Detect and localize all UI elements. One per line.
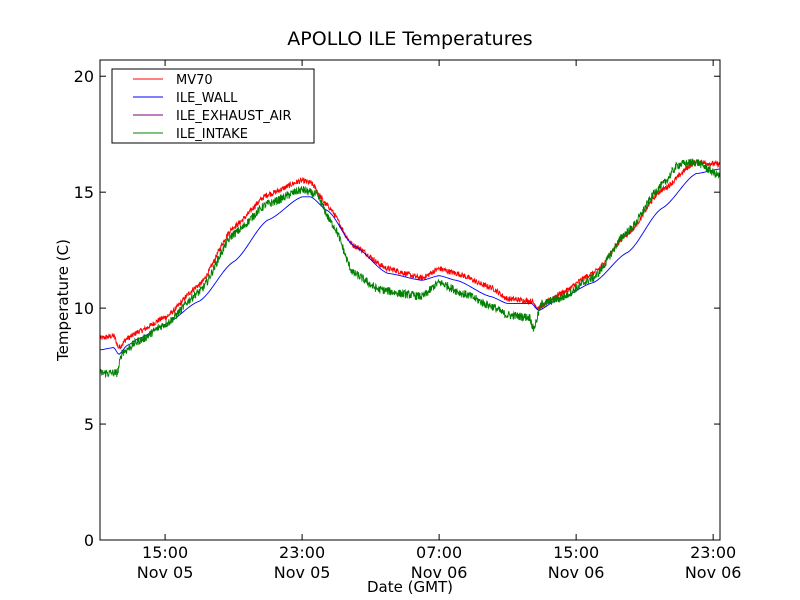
legend-label-ile-intake: ILE_INTAKE [176, 127, 248, 142]
series-layer [100, 157, 720, 379]
x-axis-label: Date (GMT) [367, 578, 453, 596]
x-tick-label-time: 23:00 [690, 543, 736, 562]
x-tick-label-date: Nov 06 [685, 563, 742, 582]
legend: MV70 ILE_WALL ILE_EXHAUST_AIR ILE_INTAKE [111, 68, 315, 144]
y-tick-label: 5 [84, 415, 94, 434]
legend-box [111, 68, 315, 144]
series-line-ile-wall [100, 168, 720, 355]
x-tick-label-time: 23:00 [279, 543, 325, 562]
x-tick-label-time: 15:00 [142, 543, 188, 562]
x-tick-label-date: Nov 06 [411, 563, 468, 582]
y-axis-label: Temperature (C) [54, 239, 72, 362]
y-tick-label: 10 [74, 299, 94, 318]
x-tick-label-date: Nov 05 [274, 563, 331, 582]
legend-label-ile-wall: ILE_WALL [176, 91, 238, 106]
legend-label-ile-exhaust-air: ILE_EXHAUST_AIR [176, 109, 292, 124]
y-tick-label: 0 [84, 531, 94, 550]
plot-frame [99, 59, 721, 541]
chart-title: APOLLO ILE Temperatures [287, 28, 532, 50]
legend-label-mv70: MV70 [176, 73, 213, 88]
x-tick-label-time: 15:00 [553, 543, 599, 562]
series-line-ile-intake [100, 157, 720, 379]
x-tick-label-date: Nov 06 [548, 563, 605, 582]
x-tick-label-date: Nov 05 [137, 563, 194, 582]
x-tick-label-time: 07:00 [416, 543, 462, 562]
y-tick-label: 15 [74, 183, 94, 202]
y-tick-label: 20 [74, 67, 94, 86]
